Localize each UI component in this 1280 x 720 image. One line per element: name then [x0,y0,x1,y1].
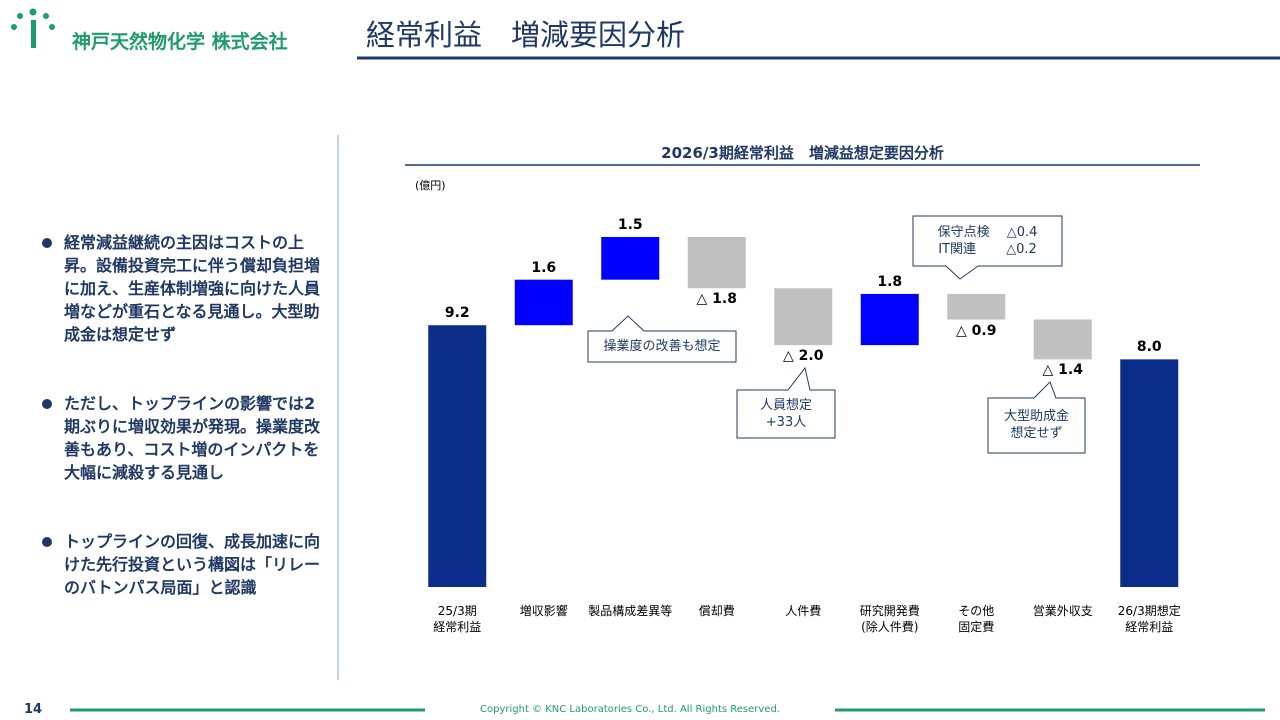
bar [601,237,660,280]
callout-text: 保守点検 △0.4 IT関連 △0.2 [937,225,1038,257]
category-label: 償却費 [698,604,735,618]
value-label: △ 1.8 [696,291,737,308]
bullet: 経常減益継続の主因はコストの上昇。設備投資完工に伴う償却負担増に加え、生産体制増… [40,231,320,346]
unit-label: (億円) [415,179,446,192]
bar [428,325,487,587]
category-label: 増収影響 [519,604,568,618]
bar [687,237,746,289]
value-label: △ 2.0 [783,348,824,365]
category-label: 製品構成差異等 [588,604,673,618]
category-label: 26/3期想定 経常利益 [1117,604,1181,634]
bar [947,293,1006,320]
bar [774,288,833,346]
category-label: 人件費 [785,604,822,618]
category-label: 営業外収支 [1032,604,1093,618]
bullet-list: 経常減益継続の主因はコストの上昇。設備投資完工に伴う償却負担増に加え、生産体制増… [40,231,320,645]
value-label: 9.2 [444,305,470,322]
bullet: トップラインの回復、成長加速に向けた先行投資という構図は「リレーのバトンパス局面… [40,530,320,599]
category-label: 25/3期 経常利益 [433,604,482,634]
logo-icon [11,8,55,48]
page-number: 14 [24,702,43,717]
callout-text: 大型助成金 想定せず [1003,409,1069,441]
value-label: 1.8 [877,273,903,290]
value-label: △ 0.9 [956,322,997,339]
copyright: Copyright © KNC Laboratories Co., Ltd. A… [480,704,780,715]
value-label: 1.6 [531,259,557,276]
bar [860,293,919,346]
bullet: ただし、トップラインの影響では2期ぶりに増収効果が発現。操業度改善もあり、コスト… [40,392,320,484]
value-label: 1.5 [617,217,643,233]
bar [1033,319,1092,360]
category-label: 研究開発費 (除人件費) [859,604,920,634]
value-label: 8.0 [1136,339,1162,356]
bar [514,279,573,326]
value-label: △ 1.4 [1042,362,1083,379]
callout-text: 操業度の改善も想定 [603,339,721,354]
bar [1120,359,1179,587]
category-label: その他 固定費 [958,604,995,634]
slide-title: 経常利益 増減要因分析 [366,18,686,52]
callouts [587,215,1086,454]
callout-text: 人員想定 +33人 [759,398,812,430]
chart-title: 2026/3期経常利益 増減益想定要因分析 [661,144,944,162]
company-name: 神戸天然物化学 株式会社 [72,31,288,53]
